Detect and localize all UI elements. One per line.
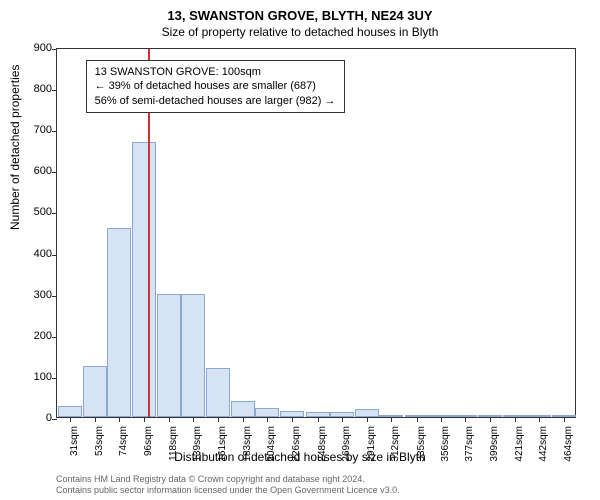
x-tick-label: 269sqm — [341, 426, 352, 466]
histogram-bar — [83, 366, 107, 417]
histogram-bar — [206, 368, 230, 417]
x-tick — [193, 417, 194, 422]
x-tick-label: 226sqm — [291, 426, 302, 466]
y-tick — [52, 213, 57, 214]
histogram-bar — [552, 415, 576, 417]
x-tick-label: 183sqm — [242, 426, 253, 466]
histogram-bar — [503, 415, 527, 417]
x-tick — [342, 417, 343, 422]
chart-title-main: 13, SWANSTON GROVE, BLYTH, NE24 3UY — [0, 0, 600, 23]
chart-container: 13, SWANSTON GROVE, BLYTH, NE24 3UY Size… — [0, 0, 600, 500]
y-tick-label: 900 — [12, 42, 52, 54]
footer-line-1: Contains HM Land Registry data © Crown c… — [56, 474, 400, 485]
x-tick-label: 74sqm — [118, 426, 129, 466]
x-tick-label: 161sqm — [217, 426, 228, 466]
x-tick — [119, 417, 120, 422]
x-tick-label: 96sqm — [143, 426, 154, 466]
histogram-bar — [255, 408, 279, 417]
y-tick-label: 100 — [12, 371, 52, 383]
x-tick — [465, 417, 466, 422]
y-tick-label: 500 — [12, 206, 52, 218]
x-tick — [70, 417, 71, 422]
histogram-bar — [58, 406, 82, 418]
x-tick-label: 442sqm — [538, 426, 549, 466]
y-tick — [52, 131, 57, 132]
y-tick-label: 300 — [12, 289, 52, 301]
x-tick-label: 204sqm — [266, 426, 277, 466]
x-tick-label: 312sqm — [390, 426, 401, 466]
y-tick — [52, 49, 57, 50]
y-tick-label: 700 — [12, 124, 52, 136]
histogram-bar — [181, 294, 205, 417]
x-tick — [515, 417, 516, 422]
y-tick — [52, 378, 57, 379]
x-tick — [490, 417, 491, 422]
x-tick-label: 31sqm — [69, 426, 80, 466]
histogram-bar — [405, 415, 429, 417]
x-tick — [243, 417, 244, 422]
histogram-bar — [280, 411, 304, 417]
x-tick-label: 291sqm — [366, 426, 377, 466]
y-tick-label: 400 — [12, 248, 52, 260]
x-tick — [169, 417, 170, 422]
y-tick — [52, 337, 57, 338]
y-tick — [52, 90, 57, 91]
annotation-box: 13 SWANSTON GROVE: 100sqm← 39% of detach… — [86, 60, 345, 113]
x-tick — [144, 417, 145, 422]
histogram-bar — [107, 228, 131, 417]
x-tick — [292, 417, 293, 422]
footer-line-2: Contains public sector information licen… — [56, 485, 400, 496]
x-tick — [391, 417, 392, 422]
y-tick — [52, 296, 57, 297]
histogram-bar — [157, 294, 181, 417]
x-tick-label: 464sqm — [563, 426, 574, 466]
histogram-bar — [355, 409, 379, 417]
y-tick-label: 0 — [12, 412, 52, 424]
y-tick — [52, 255, 57, 256]
plot-area: 13 SWANSTON GROVE: 100sqm← 39% of detach… — [56, 48, 576, 418]
x-tick — [367, 417, 368, 422]
histogram-bar — [527, 415, 551, 417]
x-tick — [417, 417, 418, 422]
x-tick — [441, 417, 442, 422]
histogram-bar — [231, 401, 255, 417]
histogram-bar — [330, 412, 354, 417]
x-tick — [95, 417, 96, 422]
x-tick — [267, 417, 268, 422]
x-tick-label: 399sqm — [489, 426, 500, 466]
x-tick-label: 118sqm — [168, 426, 179, 466]
histogram-bar — [132, 142, 156, 417]
histogram-bar — [306, 412, 330, 417]
annotation-line: ← 39% of detached houses are smaller (68… — [95, 79, 336, 93]
y-tick-label: 600 — [12, 165, 52, 177]
y-tick — [52, 419, 57, 420]
x-tick — [564, 417, 565, 422]
y-tick — [52, 172, 57, 173]
x-tick-label: 53sqm — [94, 426, 105, 466]
histogram-bar — [429, 415, 453, 417]
histogram-bar — [379, 415, 403, 417]
histogram-bar — [453, 415, 477, 417]
x-tick-label: 248sqm — [317, 426, 328, 466]
chart-footer: Contains HM Land Registry data © Crown c… — [56, 474, 400, 496]
x-tick-label: 335sqm — [416, 426, 427, 466]
x-tick-label: 421sqm — [514, 426, 525, 466]
x-tick-label: 139sqm — [192, 426, 203, 466]
histogram-bar — [478, 415, 502, 417]
x-tick-label: 377sqm — [464, 426, 475, 466]
x-tick — [318, 417, 319, 422]
x-tick — [218, 417, 219, 422]
y-tick-label: 200 — [12, 330, 52, 342]
x-tick-label: 356sqm — [440, 426, 451, 466]
annotation-line: 13 SWANSTON GROVE: 100sqm — [95, 65, 336, 79]
chart-title-sub: Size of property relative to detached ho… — [0, 23, 600, 39]
y-tick-label: 800 — [12, 83, 52, 95]
x-tick — [539, 417, 540, 422]
annotation-line: 56% of semi-detached houses are larger (… — [95, 94, 336, 108]
